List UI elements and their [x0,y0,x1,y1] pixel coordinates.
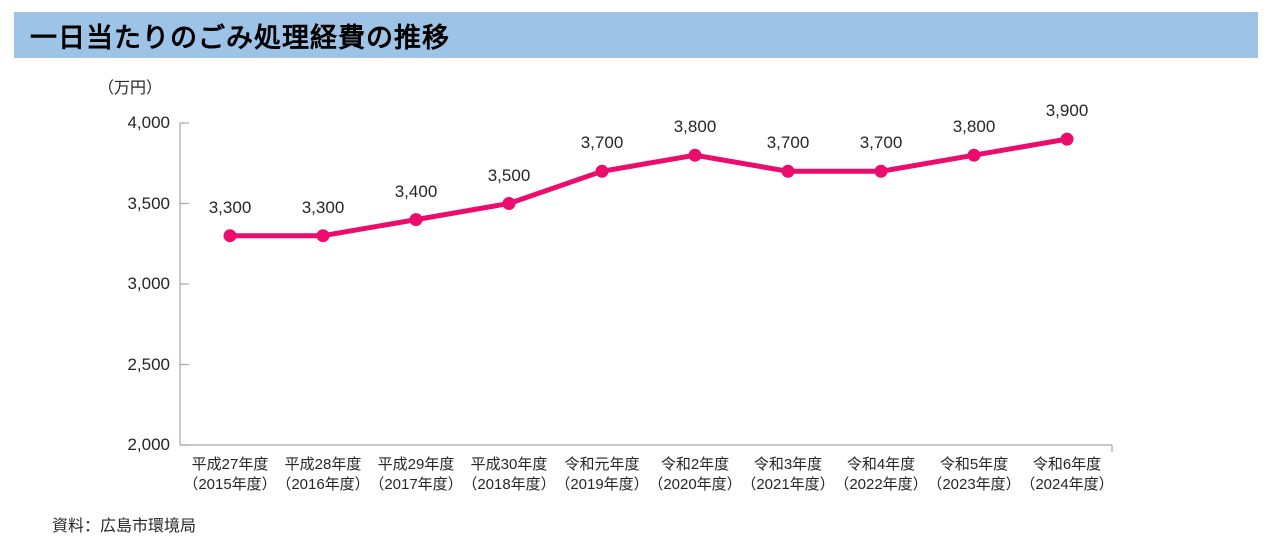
y-axis-unit-label: （万円） [98,80,163,97]
x-tick-western-label: （2019年度） [555,476,649,493]
x-tick-era-label: 令和元年度 [564,456,640,473]
x-tick-western-label: （2021年度） [741,476,835,493]
x-axis-tick-label: 令和6年度 （2024年度） [1012,455,1122,495]
data-point-marker [1060,132,1074,146]
data-point-label: 3,300 [301,197,345,217]
data-point-marker [502,197,516,210]
data-point-marker [874,164,888,178]
data-point-label: 3,900 [1045,101,1089,121]
y-axis-tick-label: 2,000 [127,435,170,454]
x-tick-era-label: 令和3年度 [753,456,823,473]
series-line [227,136,1070,239]
x-tick-western-label: （2023年度） [927,476,1021,493]
plot-canvas [179,122,1113,452]
data-point-label: 3,800 [673,117,717,137]
x-axis-tick-label: 令和元年度 （2019年度） [547,455,657,495]
x-tick-western-label: （2018年度） [462,476,556,493]
data-point-marker [223,229,237,243]
data-point-marker [409,213,423,227]
x-axis-tick-label: 平成28年度 （2016年度） [268,455,378,495]
x-tick-western-label: （2022年度） [834,476,928,493]
x-axis-tick-label: 令和2年度 （2020年度） [640,455,750,495]
x-tick-western-label: （2016年度） [276,476,370,493]
y-axis-tick-label: 2,500 [127,354,170,374]
x-axis-tick-label: 平成27年度 （2015年度） [175,455,285,495]
x-tick-era-label: 平成27年度 [191,456,269,473]
data-point-marker [595,164,609,178]
line-chart: （万円） 2,000 2,500 3,000 3,500 4,000 3,300 3,30… [0,58,1272,510]
x-tick-era-label: 平成30年度 [470,456,548,473]
data-point-label: 3,700 [859,133,903,153]
x-tick-western-label: （2015年度） [183,476,277,493]
page-title: 一日当たりのごみ処理経費の推移 [30,22,450,53]
series-markers [223,132,1074,243]
data-point-label: 3,500 [487,165,531,185]
data-point-label: 3,800 [952,117,996,137]
x-tick-western-label: （2024年度） [1020,476,1114,493]
y-axis-tick-label: 3,000 [127,274,170,293]
source-note: 資料：広島市環境局 [52,518,197,535]
x-axis-tick-label: 令和4年度 （2022年度） [826,455,936,495]
x-tick-era-label: 令和2年度 [660,456,730,473]
data-point-label: 3,700 [580,133,624,153]
data-point-marker [688,148,702,162]
data-point-marker [316,229,330,243]
x-tick-western-label: （2020年度） [648,476,742,493]
x-axis-tick-label: 平成30年度 （2018年度） [454,455,564,495]
x-tick-era-label: 平成28年度 [284,456,362,473]
y-axis-tick-label: 4,000 [127,113,170,132]
x-axis-tick-label: 令和3年度 （2021年度） [733,455,843,495]
title-banner: 一日当たりのごみ処理経費の推移 [14,12,1258,58]
data-point-label: 3,700 [766,133,810,153]
data-point-label: 3,300 [208,197,252,217]
x-axis-tick-label: 令和5年度 （2023年度） [919,455,1029,495]
data-point-marker [781,164,795,178]
x-tick-era-label: 令和4年度 [846,456,916,473]
x-tick-western-label: （2017年度） [369,476,463,493]
y-axis-tick-label: 3,500 [127,193,170,213]
data-point-marker [967,148,981,162]
x-tick-era-label: 平成29年度 [377,456,455,473]
x-tick-era-label: 令和5年度 [939,456,1009,473]
x-tick-era-label: 令和6年度 [1032,456,1102,473]
axis-lines [179,122,1113,452]
x-axis-tick-label: 平成29年度 （2017年度） [361,455,471,495]
data-point-label: 3,400 [394,181,438,201]
